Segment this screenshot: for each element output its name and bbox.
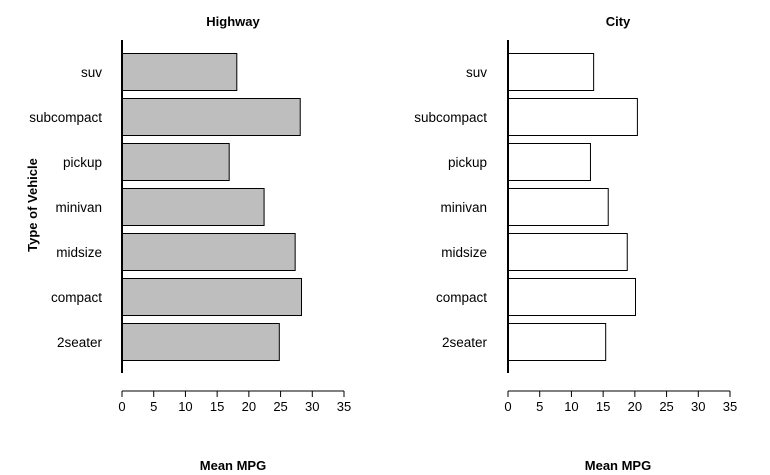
category-label: midsize [56,245,102,260]
bar [121,188,265,226]
category-label: compact [436,290,487,305]
x-tick-label: 5 [150,399,157,414]
highway-panel: Highway Mean MPG Type of Vehicle 2seater… [25,14,351,473]
bar [507,53,595,91]
bar [121,233,296,271]
category-label: minivan [440,200,487,215]
chart-title: City [606,14,631,29]
bar [121,278,303,316]
x-tick-label: 5 [536,399,543,414]
x-axis-label: Mean MPG [200,458,266,473]
x-tick-label: 10 [564,399,578,414]
x-tick-label: 15 [210,399,224,414]
x-tick-label: 0 [118,399,125,414]
bar [121,323,280,361]
category-label: pickup [63,155,102,170]
bar [507,278,636,316]
x-tick-label: 10 [178,399,192,414]
category-label: pickup [448,155,487,170]
category-label: subcompact [29,110,102,125]
x-tick-label: 30 [691,399,705,414]
category-label: midsize [441,245,487,260]
bar [507,98,638,136]
category-label: suv [81,65,102,80]
x-tick-label: 0 [504,399,511,414]
category-label: subcompact [414,110,487,125]
x-tick-label: 35 [337,399,351,414]
x-axis-label: Mean MPG [585,458,651,473]
bar [507,323,607,361]
x-tick-label: 20 [242,399,256,414]
bar [121,53,238,91]
category-label: minivan [55,200,102,215]
x-tick-label: 35 [723,399,737,414]
x-tick-label: 30 [305,399,319,414]
bar [121,98,301,136]
bar [121,143,230,181]
city-panel: City Mean MPG 2seater compact midsize miniv… [414,14,737,473]
bar [507,143,591,181]
x-tick-label: 20 [628,399,642,414]
chart-title: Highway [206,14,260,29]
x-tick-label: 25 [273,399,287,414]
category-label: suv [466,65,487,80]
x-tick-label: 15 [596,399,610,414]
bar [507,233,628,271]
category-label: 2seater [442,335,488,350]
category-label: 2seater [57,335,103,350]
y-axis-label: Type of Vehicle [25,158,40,252]
x-tick-label: 25 [659,399,673,414]
bar [507,188,609,226]
category-label: compact [51,290,102,305]
